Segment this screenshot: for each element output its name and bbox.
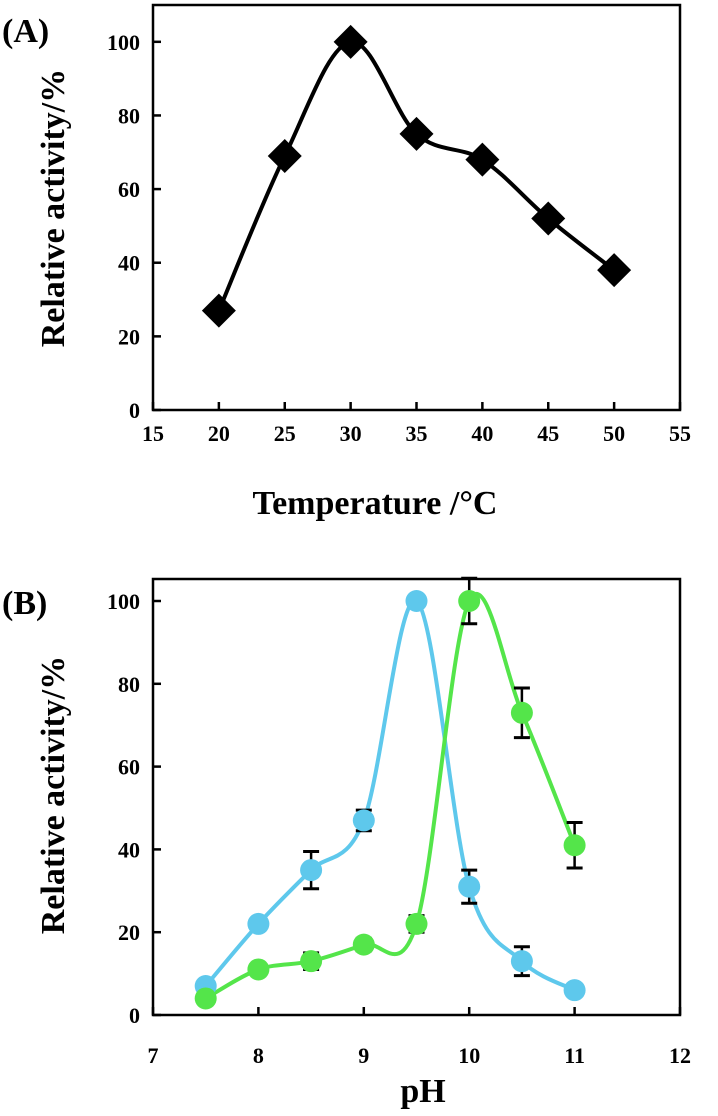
panel-a-plot-frame xyxy=(151,3,682,412)
panel-b-circle-marker-1 xyxy=(352,809,375,832)
panel-a-diamond-marker xyxy=(399,116,434,151)
panel-b-circle-marker-1 xyxy=(405,590,428,612)
panel-a-y-tick-label: 0 xyxy=(129,398,140,423)
panel-b-circle-marker-2 xyxy=(300,950,323,973)
panel-a-x-tick-label: 35 xyxy=(406,421,428,446)
panel-a-series-line xyxy=(217,39,616,312)
panel-b-y-tick-label: 60 xyxy=(118,755,140,780)
panel-a-x-tick-label: 15 xyxy=(142,421,164,446)
panel-b-circle-marker-1 xyxy=(510,950,533,973)
panel-b-x-tick-label: 8 xyxy=(253,1043,264,1068)
panel-b-y-tick-label: 20 xyxy=(118,920,140,945)
panel-b-x-tick-label: 9 xyxy=(358,1043,369,1068)
panel-b-circle-marker-2 xyxy=(510,701,533,724)
panel-b-x-tick-label: 12 xyxy=(669,1043,691,1068)
panel-a-x-tick-label: 40 xyxy=(471,421,493,446)
panel-a-x-tick-label: 50 xyxy=(603,421,625,446)
panel-b-y-tick-label: 40 xyxy=(118,837,140,862)
panel-a-diamond-marker xyxy=(333,24,368,59)
panel-b-y-tick-label: 80 xyxy=(118,672,140,697)
panel-a-diamond-marker xyxy=(465,142,500,177)
panel-a: (A) 0 20 40 60 80 100 15 20 25 30 35 40 45 50 55 Rela… xyxy=(2,3,691,522)
panel-b: (B) 0 20 40 60 80 100 7 8 9 10 11 12 Relative acti… xyxy=(2,576,691,1110)
panel-b-circle-marker-2 xyxy=(563,834,586,857)
panel-a-y-tick-label: 80 xyxy=(118,103,140,128)
panel-a-y-axis-title: Relative activity/% xyxy=(35,69,72,348)
panel-b-x-tick-label: 7 xyxy=(148,1043,159,1068)
panel-b-circle-marker-1 xyxy=(247,912,270,935)
panel-a-x-tick-label: 55 xyxy=(669,421,691,446)
panel-b-x-tick-label: 10 xyxy=(458,1043,480,1068)
panel-b-circle-marker-1 xyxy=(300,859,323,882)
panel-b-series-line-2 xyxy=(204,591,577,1001)
panel-b-y-tick-label: 0 xyxy=(129,1003,140,1028)
panel-b-circle-marker-2 xyxy=(352,933,375,956)
panel-a-y-tick-label: 100 xyxy=(107,30,140,55)
panel-a-diamond-marker xyxy=(267,138,302,173)
panel-a-diamond-marker xyxy=(531,201,566,236)
panel-a-diamond-marker xyxy=(201,293,236,328)
panel-a-diamond-marker xyxy=(597,253,632,288)
panel-a-x-tick-label: 25 xyxy=(274,421,296,446)
panel-a-x-tick-label: 30 xyxy=(340,421,362,446)
panel-a-y-tick-label: 60 xyxy=(118,177,140,202)
panel-a-y-tick-label: 40 xyxy=(118,251,140,276)
panel-b-circle-marker-2 xyxy=(247,958,270,981)
panel-a-x-axis-title: Temperature /°C xyxy=(253,485,498,522)
panel-a-x-tick-label: 45 xyxy=(537,421,559,446)
panel-b-circle-marker-2 xyxy=(458,590,481,612)
panel-b-label: (B) xyxy=(2,585,47,622)
panel-b-plot-frame xyxy=(151,577,682,1017)
panel-a-x-tick-label: 20 xyxy=(208,421,230,446)
panel-b-series-line-1 xyxy=(204,598,576,992)
panel-b-circle-marker-2 xyxy=(194,987,217,1010)
panel-b-x-tick-label: 11 xyxy=(564,1043,585,1068)
panel-b-x-axis-title: pH xyxy=(400,1073,445,1110)
panel-a-label: (A) xyxy=(2,13,49,50)
panel-a-y-tick-label: 20 xyxy=(118,324,140,349)
panel-b-y-tick-label: 100 xyxy=(107,589,140,614)
panel-b-y-axis-title: Relative activity/% xyxy=(35,656,72,935)
panel-b-circle-marker-2 xyxy=(405,912,428,935)
panel-b-circle-marker-1 xyxy=(458,875,481,898)
panel-b-circle-marker-1 xyxy=(563,979,586,1002)
